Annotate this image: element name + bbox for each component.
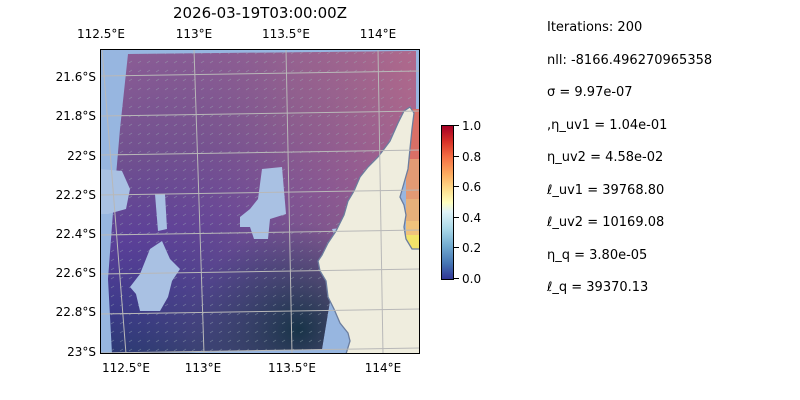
colorbar-tick	[454, 186, 459, 187]
colorbar-tick	[454, 217, 459, 218]
plot-title: 2026-03-19T03:00:00Z	[173, 4, 347, 22]
high-value-cells	[406, 159, 420, 199]
high-value-cells	[406, 221, 420, 235]
map-border	[100, 49, 420, 354]
lat-tick: 22.8°S	[55, 305, 96, 319]
colorbar-tick	[454, 247, 459, 248]
lat-tick: 22°S	[67, 149, 96, 163]
lat-tick: 23°S	[67, 345, 96, 359]
lon-tick-top: 113°E	[175, 27, 213, 41]
colorbar-label: 1.0	[462, 119, 482, 133]
stat-eta-q: η_q = 3.80e-05	[547, 247, 648, 263]
stat-ell-uv2: ℓ_uv2 = 10169.08	[547, 215, 665, 230]
lon-tick-top: 112.5°E	[77, 27, 125, 41]
stat-ell-q: ℓ_q = 39370.13	[547, 280, 649, 295]
map-panel[interactable]	[99, 48, 421, 355]
stat-eta-uv1: ,η_uv1 = 1.04e-01	[547, 117, 668, 133]
masked-area	[100, 169, 130, 214]
lon-tick-top: 113.5°E	[262, 27, 310, 41]
stat-eta-uv2: η_uv2 = 4.58e-02	[547, 150, 664, 165]
stat-nll: nll: -8166.496270965358	[547, 52, 713, 68]
lat-tick: 22.6°S	[55, 266, 96, 280]
lat-tick: 22.2°S	[55, 188, 96, 202]
masked-area	[130, 241, 180, 311]
colorbar-tick	[454, 125, 459, 126]
masked-area	[240, 167, 286, 239]
lon-tick-bottom: 113.5°E	[268, 361, 316, 375]
stat-sigma: σ = 9.97e-07	[547, 85, 633, 100]
stat-iterations: Iterations: 200	[547, 20, 643, 35]
stats-panel: Iterations: 200 nll: -8166.496270965358 …	[547, 18, 712, 311]
colorbar	[441, 125, 454, 280]
colorbar-label: 0.0	[462, 272, 482, 286]
lon-tick-bottom: 113°E	[184, 361, 222, 375]
map-canvas	[99, 48, 421, 355]
lon-tick-bottom: 112.5°E	[102, 361, 150, 375]
lat-tick: 22.4°S	[55, 227, 96, 241]
colorbar-label: 0.8	[462, 150, 482, 164]
colorbar-tick	[454, 278, 459, 279]
colorbar-label: 0.2	[462, 241, 482, 255]
lon-tick-top: 114°E	[359, 27, 397, 41]
colorbar-tick	[454, 156, 459, 157]
stat-ell-uv1: ℓ_uv1 = 39768.80	[547, 182, 665, 198]
colorbar-label: 0.6	[462, 180, 482, 194]
graticule	[99, 48, 421, 355]
masked-area	[155, 194, 167, 231]
lat-tick: 21.6°S	[55, 70, 96, 84]
lat-tick: 21.8°S	[55, 109, 96, 123]
colorbar-label: 0.4	[462, 211, 482, 225]
lon-tick-bottom: 114°E	[364, 361, 402, 375]
high-value-cells	[406, 199, 420, 221]
